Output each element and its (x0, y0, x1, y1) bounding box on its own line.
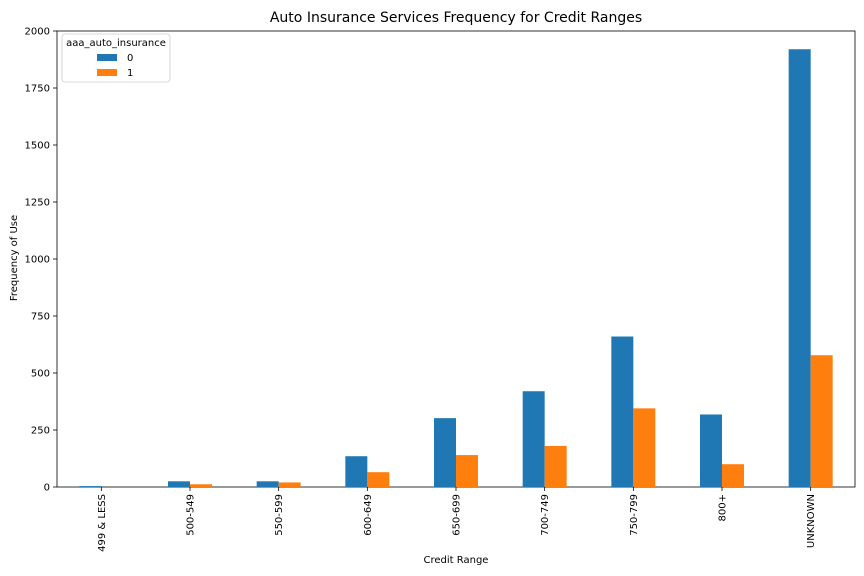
y-tick-label: 1000 (25, 255, 50, 266)
legend-title: aaa_auto_insurance (66, 38, 166, 49)
bar-1-750-799 (633, 408, 656, 487)
x-tick-label: 600-649 (363, 494, 374, 536)
y-tick-label: 750 (31, 312, 50, 323)
bar-1-600-649 (367, 472, 390, 487)
bars (79, 49, 833, 488)
bar-0-600-649 (345, 456, 368, 487)
y-tick-label: 1750 (25, 84, 50, 95)
y-tick-label: 500 (31, 369, 50, 380)
bar-1-550-599 (278, 482, 301, 487)
legend: aaa_auto_insurance 0 1 (61, 33, 171, 83)
x-tick-label: 750-799 (629, 494, 640, 536)
bar-0-650-699 (434, 418, 456, 487)
y-tick-label: 1500 (25, 141, 50, 152)
x-tick-label: 700-749 (540, 494, 551, 536)
legend-label-0: 0 (127, 53, 133, 64)
bar-1-650-699 (456, 455, 478, 487)
bar-0-UNKNOWN (788, 49, 811, 488)
bar-0-750-799 (611, 336, 634, 487)
legend-label-1: 1 (127, 68, 133, 79)
bar-0-800+ (700, 414, 722, 487)
bar-0-550-599 (256, 481, 279, 487)
legend-swatch-1 (97, 69, 117, 76)
x-tick-label: 650-699 (452, 494, 463, 536)
bar-0-700-749 (522, 391, 545, 487)
bar-1-UNKNOWN (810, 355, 833, 487)
x-axis: 499 & LESS 500-549 550-599 600-649 650-699 70… (97, 487, 817, 552)
y-tick-label: 0 (44, 483, 50, 494)
bar-0-500-549 (168, 481, 190, 487)
legend-swatch-0 (97, 54, 117, 61)
y-axis: 0 250 500 750 1000 1250 1500 1750 2000 (25, 27, 57, 494)
bar-1-800+ (722, 464, 744, 487)
y-axis-label: Frequency of Use (9, 215, 20, 301)
x-tick-label: UNKNOWN (806, 494, 817, 548)
bar-1-500-549 (190, 484, 212, 487)
chart-title: Auto Insurance Services Frequency for Cr… (270, 10, 642, 26)
bar-1-700-749 (544, 445, 567, 487)
x-tick-label: 800+ (718, 494, 729, 521)
x-tick-label: 499 & LESS (97, 494, 108, 552)
bar-0-499 & LESS (79, 486, 102, 487)
x-tick-label: 550-599 (274, 494, 285, 536)
x-tick-label: 500-549 (186, 494, 197, 536)
y-tick-label: 250 (31, 426, 50, 437)
x-axis-label: Credit Range (424, 555, 489, 566)
y-tick-label: 2000 (25, 27, 50, 38)
y-tick-label: 1250 (25, 198, 50, 209)
